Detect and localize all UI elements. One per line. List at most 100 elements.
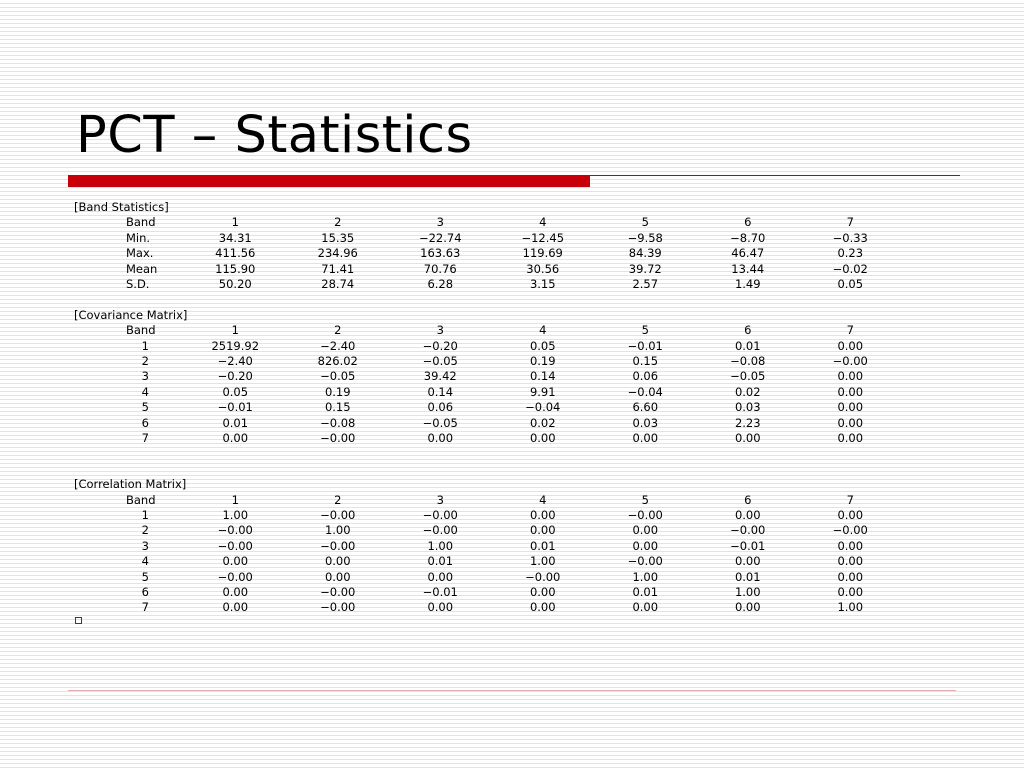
table-cell: 411.56 bbox=[215, 246, 256, 261]
table-cell: −0.05 bbox=[422, 354, 458, 369]
table-cell: 84.39 bbox=[628, 246, 662, 261]
indent-cell bbox=[74, 539, 126, 554]
indent-cell bbox=[74, 508, 126, 523]
table-cell: 0.00 bbox=[222, 554, 249, 569]
row-label: 6 bbox=[141, 585, 149, 600]
row-label: 1 bbox=[141, 508, 149, 523]
column-header: 7 bbox=[846, 492, 854, 507]
table-cell: 0.19 bbox=[529, 354, 556, 369]
table-row: 6 0.01 −0.08 −0.05 0.02 0.03 2.23 0.00 bbox=[74, 416, 902, 431]
table-cell: 39.72 bbox=[628, 261, 662, 276]
column-header: 2 bbox=[334, 215, 342, 230]
table-cell: 71.41 bbox=[321, 261, 355, 276]
table-cell: 28.74 bbox=[321, 277, 355, 292]
table-cell: −0.20 bbox=[217, 369, 253, 384]
table-cell: 34.31 bbox=[218, 230, 252, 245]
table-cell: 30.56 bbox=[526, 261, 560, 276]
table-cell: 0.00 bbox=[324, 569, 351, 584]
table-row: 5 −0.01 0.15 0.06 −0.04 6.60 0.03 0.00 bbox=[74, 400, 902, 415]
footer-divider bbox=[68, 690, 956, 691]
table-cell: −0.00 bbox=[320, 431, 356, 446]
table-cell: −0.01 bbox=[627, 338, 663, 353]
table-cell: −0.00 bbox=[832, 523, 868, 538]
table-cell: 0.00 bbox=[529, 523, 556, 538]
table-cell: 0.00 bbox=[529, 508, 556, 523]
table-cell: 0.00 bbox=[837, 431, 864, 446]
table-row: 7 0.00 −0.00 0.00 0.00 0.00 0.00 0.00 bbox=[74, 431, 902, 446]
table-header-row: Band 1 2 3 4 5 6 7 bbox=[74, 323, 902, 338]
table-cell: 0.15 bbox=[324, 400, 351, 415]
table-cell: −9.58 bbox=[627, 230, 663, 245]
table-cell: −0.04 bbox=[525, 400, 561, 415]
table-cell: 0.00 bbox=[734, 600, 761, 615]
title-accent-bar bbox=[68, 175, 590, 187]
table-cell: 0.00 bbox=[222, 431, 249, 446]
table-cell: −0.01 bbox=[730, 538, 766, 553]
band-statistics-table: Band 1 2 3 4 5 6 7 Min. 34.31 15.35 −22.74 −12.45 −9.… bbox=[74, 215, 902, 292]
row-label: Mean bbox=[126, 261, 158, 276]
row-label: 1 bbox=[141, 338, 149, 353]
table-cell: 0.01 bbox=[734, 569, 761, 584]
table-cell: 0.23 bbox=[837, 246, 864, 261]
table-cell: 0.00 bbox=[427, 600, 454, 615]
row-label: Max. bbox=[126, 246, 154, 261]
row-label: 7 bbox=[141, 431, 149, 446]
table-cell: 0.00 bbox=[222, 600, 249, 615]
indent-cell bbox=[74, 385, 126, 400]
correlation-matrix-heading: [Correlation Matrix] bbox=[74, 477, 187, 492]
title-accent-line bbox=[590, 175, 960, 176]
row-label: 4 bbox=[141, 384, 149, 399]
table-cell: 1.00 bbox=[222, 508, 249, 523]
table-row: S.D. 50.20 28.74 6.28 3.15 2.57 1.49 0.05 bbox=[74, 277, 902, 292]
column-header: 1 bbox=[231, 323, 239, 338]
table-row: 2 −2.40 826.02 −0.05 0.19 0.15 −0.08 −0.00 bbox=[74, 354, 902, 369]
table-cell: 0.00 bbox=[837, 538, 864, 553]
table-cell: 46.47 bbox=[731, 246, 765, 261]
row-label: 3 bbox=[141, 369, 149, 384]
table-cell: 119.69 bbox=[522, 246, 563, 261]
column-header: 6 bbox=[744, 215, 752, 230]
table-cell: 0.02 bbox=[529, 415, 556, 430]
table-cell: −0.08 bbox=[320, 415, 356, 430]
table-cell: 0.01 bbox=[427, 554, 454, 569]
table-row: 1 1.00 −0.00 −0.00 0.00 −0.00 0.00 0.00 bbox=[74, 508, 902, 523]
table-row: Mean 115.90 71.41 70.76 30.56 39.72 13.44 −0.02 bbox=[74, 262, 902, 277]
row-label: 3 bbox=[141, 538, 149, 553]
table-cell: 13.44 bbox=[731, 261, 765, 276]
table-row: Max. 411.56 234.96 163.63 119.69 84.39 46.47 0.… bbox=[74, 246, 902, 261]
table-cell: −0.20 bbox=[422, 338, 458, 353]
table-cell: −0.33 bbox=[832, 230, 868, 245]
table-cell: −0.00 bbox=[730, 523, 766, 538]
indent-cell bbox=[74, 354, 126, 369]
table-cell: 1.49 bbox=[734, 277, 761, 292]
table-cell: 0.02 bbox=[734, 384, 761, 399]
indent-cell bbox=[74, 246, 126, 261]
row-label: 2 bbox=[141, 354, 149, 369]
table-cell: 15.35 bbox=[321, 230, 355, 245]
table-cell: 0.00 bbox=[734, 431, 761, 446]
row-label: 6 bbox=[141, 415, 149, 430]
column-header: 5 bbox=[641, 492, 649, 507]
table-cell: −12.45 bbox=[521, 230, 565, 245]
table-cell: 1.00 bbox=[734, 585, 761, 600]
table-cell: 0.01 bbox=[529, 538, 556, 553]
table-row: 3 −0.00 −0.00 1.00 0.01 0.00 −0.01 0.00 bbox=[74, 539, 902, 554]
table-cell: 0.01 bbox=[222, 415, 249, 430]
column-header: 5 bbox=[641, 215, 649, 230]
column-header: 7 bbox=[846, 215, 854, 230]
band-header-label: Band bbox=[126, 323, 156, 338]
table-cell: 0.00 bbox=[222, 585, 249, 600]
table-cell: 1.00 bbox=[632, 569, 659, 584]
column-header: 1 bbox=[231, 492, 239, 507]
table-cell: −0.00 bbox=[320, 508, 356, 523]
column-header: 3 bbox=[436, 323, 444, 338]
table-cell: −0.00 bbox=[320, 600, 356, 615]
table-cell: 0.00 bbox=[529, 600, 556, 615]
covariance-matrix-table: Band 1 2 3 4 5 6 7 1 2519.92 −2.40 −0.20 0.05 −0.01 0.… bbox=[74, 323, 902, 446]
table-cell: −0.00 bbox=[627, 554, 663, 569]
band-statistics-heading: [Band Statistics] bbox=[74, 200, 169, 214]
column-header: 1 bbox=[231, 215, 239, 230]
table-cell: 0.14 bbox=[427, 384, 454, 399]
table-row: 4 0.00 0.00 0.01 1.00 −0.00 0.00 0.00 bbox=[74, 554, 902, 569]
table-cell: −0.00 bbox=[422, 523, 458, 538]
